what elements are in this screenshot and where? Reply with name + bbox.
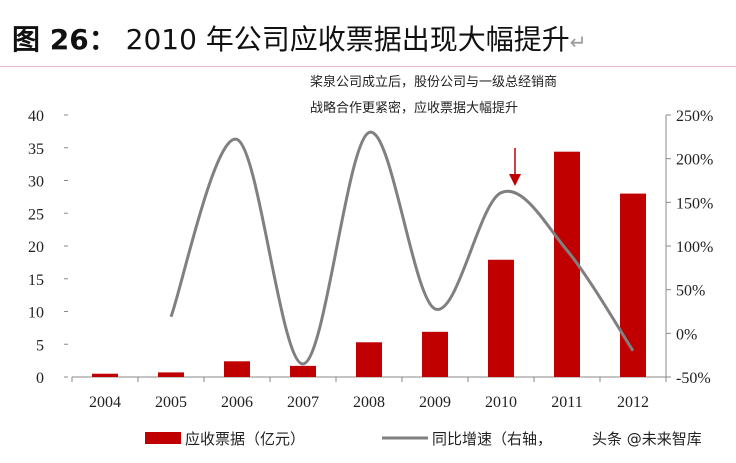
- x-tick-label: 2005: [155, 394, 187, 411]
- bar-2008: [356, 342, 382, 377]
- left-tick-label: 20: [28, 239, 44, 256]
- bar-2007: [290, 365, 316, 377]
- bar-2005: [158, 372, 184, 377]
- bar-2012: [620, 193, 646, 377]
- growth-line: [169, 130, 635, 366]
- annotation-arrow-icon: [509, 174, 521, 186]
- left-tick-label: 35: [28, 141, 44, 158]
- x-tick-label: 2010: [485, 394, 517, 411]
- x-tick-label: 2012: [617, 394, 649, 411]
- right-tick-label: 0%: [676, 326, 697, 343]
- x-tick-label: 2007: [287, 394, 319, 411]
- bar-2009: [422, 331, 448, 377]
- watermark: 头条 @未来智库: [592, 430, 702, 448]
- x-tick-label: 2008: [353, 394, 385, 411]
- figure-number: 图 26：: [12, 23, 117, 56]
- annotation-text-line-2: 战略合作更紧密，应收票据大幅提升: [310, 101, 519, 116]
- annotation-text-line-1: 桨泉公司成立后，股份公司与一级总经销商: [310, 75, 558, 90]
- legend-bar-label: 应收票据（亿元）: [185, 430, 305, 448]
- bar-2011: [554, 151, 580, 377]
- x-tick-label: 2006: [221, 394, 253, 411]
- left-tick-label: 25: [28, 206, 44, 223]
- right-tick-label: 100%: [676, 239, 713, 256]
- legend-line-label: 同比增速（右轴，: [432, 430, 552, 448]
- right-tick-label: 150%: [676, 195, 713, 212]
- title-text: 2010 年公司应收票据出现大幅提升: [125, 23, 570, 56]
- right-tick-label: 200%: [676, 152, 713, 169]
- left-tick-label: 15: [28, 272, 44, 289]
- left-tick-label: 10: [28, 305, 44, 322]
- return-mark: ↵: [569, 30, 587, 54]
- right-tick-label: -50%: [676, 370, 711, 387]
- bar-2010: [488, 259, 514, 377]
- x-tick-label: 2004: [89, 394, 121, 411]
- bar-2006: [224, 361, 250, 377]
- title-divider: [0, 66, 736, 67]
- x-tick-label: 2011: [551, 394, 582, 411]
- bar-2004: [92, 373, 118, 377]
- annotation: 桨泉公司成立后，股份公司与一级总经销商 战略合作更紧密，应收票据大幅提升: [310, 70, 557, 122]
- left-tick-label: 0: [36, 370, 44, 387]
- left-tick-label: 5: [36, 337, 44, 354]
- x-tick-label: 2009: [419, 394, 451, 411]
- left-tick-label: 30: [28, 174, 44, 191]
- left-tick-label: 40: [28, 108, 44, 125]
- right-tick-label: 50%: [676, 283, 705, 300]
- legend-bar-swatch: [145, 432, 181, 444]
- figure-title: 图 26： 2010 年公司应收票据出现大幅提升↵: [12, 18, 587, 58]
- right-tick-label: 250%: [676, 108, 713, 125]
